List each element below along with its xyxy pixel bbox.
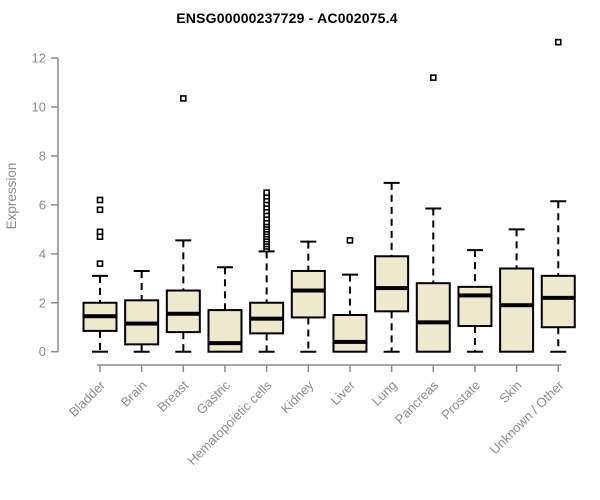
outlier-point xyxy=(263,189,270,196)
x-tick-label-unknown-other: Unknown / Other xyxy=(487,377,567,457)
x-tick-label-liver: Liver xyxy=(328,377,359,408)
box-gastric xyxy=(207,266,243,353)
outlier-point xyxy=(346,237,354,244)
box-breast xyxy=(165,95,201,353)
median-line xyxy=(166,311,200,316)
x-tick-label-lung: Lung xyxy=(369,378,400,409)
y-tick-label: 2 xyxy=(39,295,46,310)
y-tick-label: 4 xyxy=(39,246,46,261)
box-brain xyxy=(124,269,160,353)
y-tick-label: 6 xyxy=(39,197,46,212)
box-liver xyxy=(332,237,368,353)
box-bladder xyxy=(82,196,118,353)
x-tick-label-gastric: Gastric xyxy=(193,377,233,417)
median-line xyxy=(250,316,284,321)
x-tick-label-prostate: Prostate xyxy=(438,378,483,423)
x-tick-label-breast: Breast xyxy=(154,377,191,414)
median-line xyxy=(208,341,242,346)
box-hematopoietic-cells xyxy=(249,189,285,353)
box-pancreas xyxy=(415,74,451,353)
y-tick-label: 0 xyxy=(39,344,46,359)
x-tick-label-kidney: Kidney xyxy=(278,377,317,416)
box-skin xyxy=(499,228,535,353)
x-tick-label-skin: Skin xyxy=(496,378,524,406)
iqr-box xyxy=(499,267,535,353)
outlier-point xyxy=(429,74,437,81)
iqr-box xyxy=(457,285,493,328)
median-line xyxy=(500,303,534,308)
iqr-box xyxy=(374,255,410,313)
y-tick-label: 10 xyxy=(32,100,46,115)
outlier-point xyxy=(96,228,104,236)
box-lung xyxy=(374,181,410,353)
median-line xyxy=(375,286,409,291)
median-line xyxy=(541,295,575,300)
outlier-point xyxy=(554,38,562,46)
iqr-box xyxy=(207,309,243,353)
box-unknown-other xyxy=(540,38,576,353)
iqr-box xyxy=(540,274,576,329)
y-tick-label: 12 xyxy=(32,51,46,66)
outlier-point xyxy=(96,196,104,204)
chart-title: ENSG00000237729 - AC002075.4 xyxy=(176,10,398,26)
iqr-box xyxy=(415,282,451,353)
outlier-point xyxy=(180,95,187,102)
x-tick-label-bladder: Bladder xyxy=(66,377,109,420)
median-line xyxy=(125,321,159,326)
x-tick-label-brain: Brain xyxy=(118,378,150,410)
median-line xyxy=(458,293,492,298)
iqr-box xyxy=(290,269,326,319)
median-line xyxy=(416,320,450,325)
outlier-point xyxy=(96,206,104,214)
median-line xyxy=(333,339,367,344)
iqr-box xyxy=(165,289,201,334)
median-line xyxy=(291,288,325,293)
y-axis-title: Expression xyxy=(4,163,19,230)
outlier-point xyxy=(96,260,104,267)
y-tick-label: 8 xyxy=(39,148,46,163)
y-axis: 0 2 4 6 8 10 12 Expression xyxy=(4,51,59,359)
iqr-box xyxy=(332,313,368,353)
box-prostate xyxy=(457,249,493,353)
x-tick-label-pancreas: Pancreas xyxy=(392,377,442,427)
median-line xyxy=(83,314,117,319)
box-kidney xyxy=(290,240,326,353)
